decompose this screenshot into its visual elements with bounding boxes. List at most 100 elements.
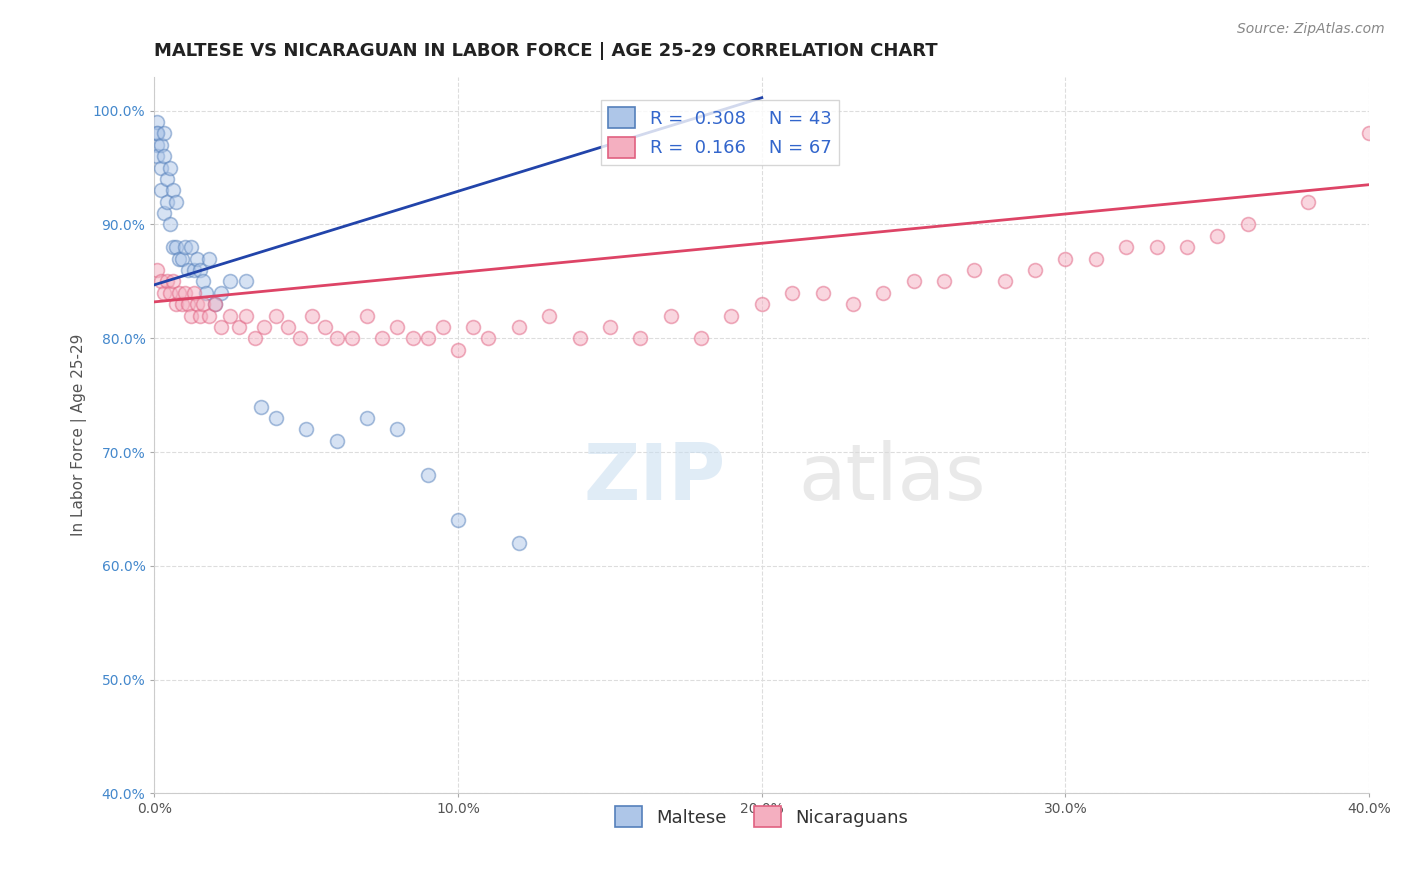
Point <box>508 536 530 550</box>
Point <box>243 331 266 345</box>
Text: atlas: atlas <box>799 440 986 516</box>
Point <box>356 309 378 323</box>
Point <box>209 319 232 334</box>
Point <box>149 274 172 288</box>
Point <box>149 161 172 175</box>
Point <box>264 411 287 425</box>
Point <box>191 274 214 288</box>
Text: ZIP: ZIP <box>583 440 725 516</box>
Point <box>253 319 276 334</box>
Point <box>159 161 181 175</box>
Point <box>162 240 184 254</box>
Point <box>295 422 318 436</box>
Text: Source: ZipAtlas.com: Source: ZipAtlas.com <box>1237 22 1385 37</box>
Point <box>183 263 205 277</box>
Point <box>173 285 195 300</box>
Point <box>811 285 834 300</box>
Point <box>325 434 347 448</box>
Point <box>177 263 200 277</box>
Point <box>155 172 177 186</box>
Point <box>162 183 184 197</box>
Point <box>314 319 336 334</box>
Point <box>780 285 803 300</box>
Point <box>177 297 200 311</box>
Point <box>159 285 181 300</box>
Point <box>416 331 439 345</box>
Point <box>191 297 214 311</box>
Point <box>659 309 682 323</box>
Point <box>416 467 439 482</box>
Point <box>209 285 232 300</box>
Point <box>1024 263 1046 277</box>
Point <box>249 400 271 414</box>
Point <box>219 309 242 323</box>
Legend: Maltese, Nicaraguans: Maltese, Nicaraguans <box>607 799 915 835</box>
Point <box>204 297 226 311</box>
Point <box>628 331 651 345</box>
Point <box>155 274 177 288</box>
Point <box>932 274 955 288</box>
Point <box>387 422 409 436</box>
Point <box>149 183 172 197</box>
Point <box>568 331 591 345</box>
Point <box>401 331 423 345</box>
Point <box>994 274 1017 288</box>
Point <box>599 319 621 334</box>
Point <box>538 309 561 323</box>
Point <box>447 513 470 527</box>
Point <box>170 252 193 266</box>
Point <box>1054 252 1077 266</box>
Point <box>1358 127 1381 141</box>
Point <box>228 319 250 334</box>
Point <box>186 252 208 266</box>
Point <box>198 252 221 266</box>
Point <box>356 411 378 425</box>
Point <box>146 263 169 277</box>
Point <box>152 127 174 141</box>
Point <box>186 297 208 311</box>
Point <box>371 331 394 345</box>
Point <box>165 240 187 254</box>
Text: MALTESE VS NICARAGUAN IN LABOR FORCE | AGE 25-29 CORRELATION CHART: MALTESE VS NICARAGUAN IN LABOR FORCE | A… <box>155 42 938 60</box>
Point <box>204 297 226 311</box>
Point <box>146 137 169 152</box>
Point <box>152 206 174 220</box>
Point <box>152 285 174 300</box>
Point <box>155 194 177 209</box>
Point <box>872 285 894 300</box>
Point <box>165 297 187 311</box>
Y-axis label: In Labor Force | Age 25-29: In Labor Force | Age 25-29 <box>72 334 87 536</box>
Point <box>277 319 299 334</box>
Point <box>387 319 409 334</box>
Point <box>165 194 187 209</box>
Point <box>477 331 499 345</box>
Point <box>146 115 169 129</box>
Point <box>146 127 169 141</box>
Point <box>235 274 257 288</box>
Point <box>195 285 218 300</box>
Point <box>188 309 211 323</box>
Point <box>508 319 530 334</box>
Point <box>1298 194 1320 209</box>
Point <box>146 149 169 163</box>
Point <box>690 331 713 345</box>
Point <box>290 331 312 345</box>
Point <box>264 309 287 323</box>
Point <box>180 309 202 323</box>
Point <box>1175 240 1198 254</box>
Point <box>447 343 470 357</box>
Point <box>146 127 169 141</box>
Point <box>720 309 742 323</box>
Point <box>170 297 193 311</box>
Point <box>1115 240 1137 254</box>
Point <box>180 240 202 254</box>
Point <box>188 263 211 277</box>
Point <box>463 319 485 334</box>
Point <box>183 285 205 300</box>
Point <box>301 309 323 323</box>
Point <box>963 263 986 277</box>
Point <box>162 274 184 288</box>
Point <box>1084 252 1107 266</box>
Point <box>432 319 454 334</box>
Point <box>235 309 257 323</box>
